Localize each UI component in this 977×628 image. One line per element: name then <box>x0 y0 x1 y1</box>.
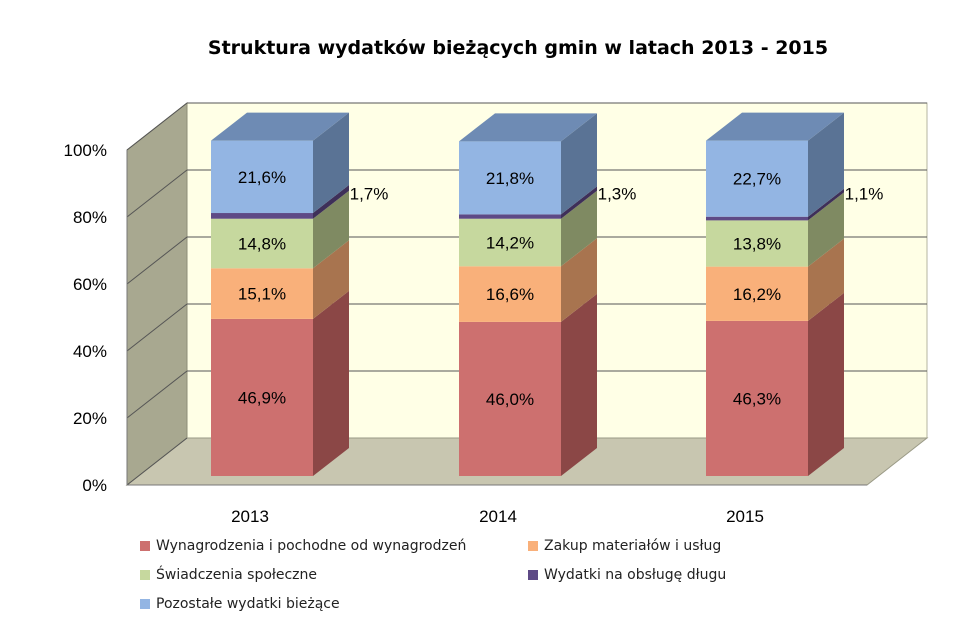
bar-segment <box>211 268 313 319</box>
legend-item: Pozostałe wydatki bieżące <box>140 596 340 612</box>
data-label: 21,6% <box>238 168 286 187</box>
legend-swatch <box>140 599 150 609</box>
bar-side <box>313 240 349 319</box>
legend-item: Zakup materiałów i usług <box>528 538 721 554</box>
gridline-side <box>126 303 188 352</box>
bar-segment <box>211 318 313 476</box>
bar-side <box>808 238 844 321</box>
bar-top <box>459 113 597 142</box>
bar-segment <box>706 140 808 217</box>
bar-segment <box>211 140 313 214</box>
bar-side <box>808 112 844 217</box>
data-label: 46,3% <box>733 389 781 408</box>
legend-label: Świadczenia społeczne <box>156 567 318 583</box>
gridline-side <box>126 102 188 151</box>
bar-segment <box>459 266 561 322</box>
x-tick-label: 2014 <box>479 507 517 526</box>
data-label: 14,2% <box>486 234 534 253</box>
bar-segment <box>211 213 313 219</box>
bar-segment <box>706 320 808 476</box>
data-label: 46,9% <box>238 388 286 407</box>
y-tick-label: 60% <box>73 275 107 294</box>
bar-segment <box>706 266 808 321</box>
y-tick-label: 40% <box>73 342 107 361</box>
bar-side <box>808 188 844 221</box>
bar-side <box>561 293 597 476</box>
legend-swatch <box>140 541 150 551</box>
gridline-side <box>126 236 188 285</box>
x-tick-label: 2013 <box>231 507 269 526</box>
bar-side <box>313 112 349 214</box>
legend-swatch <box>528 541 538 551</box>
bar-segment <box>706 216 808 221</box>
legend-item: Świadczenia społeczne <box>140 567 317 583</box>
bar-side <box>561 113 597 215</box>
bar-side <box>313 290 349 476</box>
bar-segment <box>459 141 561 215</box>
y-tick-label: 20% <box>73 409 107 428</box>
data-label: 1,1% <box>845 185 884 204</box>
bar-top <box>706 112 844 141</box>
bar-side <box>561 238 597 322</box>
bar-top <box>211 112 349 141</box>
bar-segment <box>706 220 808 267</box>
gridline-side <box>126 370 188 419</box>
y-tick-label: 0% <box>82 476 107 495</box>
gridline-side <box>126 437 188 486</box>
data-label: 22,7% <box>733 170 781 189</box>
bar-segment <box>459 214 561 219</box>
data-label: 1,7% <box>350 185 389 204</box>
bar-side <box>561 190 597 267</box>
bar-side <box>808 292 844 476</box>
data-label: 14,8% <box>238 235 286 254</box>
legend-label: Wydatki na obsługę długu <box>544 567 727 583</box>
legend-item: Wynagrodzenia i pochodne od wynagrodzeń <box>140 538 466 554</box>
gridline-side <box>126 169 188 218</box>
bar-side <box>561 186 597 219</box>
y-tick-label: 80% <box>73 208 107 227</box>
bar-segment <box>211 218 313 269</box>
data-label: 16,2% <box>733 285 781 304</box>
legend-label: Wynagrodzenia i pochodne od wynagrodzeń <box>156 538 467 554</box>
legend-swatch <box>528 570 538 580</box>
chart-title: Struktura wydatków bieżących gmin w lata… <box>208 37 828 59</box>
legend-label: Zakup materiałów i usług <box>544 538 722 554</box>
side-wall <box>126 101 188 487</box>
bar-side <box>313 185 349 219</box>
data-label: 21,8% <box>486 169 534 188</box>
bar-side <box>313 190 349 269</box>
plot-area: 0% 20% 40% 60% 80% 100% 46,9% 15,1% 14,8% 1,7% 21,… <box>64 101 929 526</box>
legend-item: Wydatki na obsługę długu <box>528 567 726 583</box>
bar-segment <box>459 321 561 476</box>
data-label: 1,3% <box>598 185 637 204</box>
bar-segment <box>459 218 561 267</box>
legend-swatch <box>140 570 150 580</box>
data-label: 16,6% <box>486 285 534 304</box>
data-label: 13,8% <box>733 235 781 254</box>
bar-side <box>808 192 844 267</box>
legend-label: Pozostałe wydatki bieżące <box>156 596 340 612</box>
y-tick-label: 100% <box>64 141 107 160</box>
data-label: 46,0% <box>486 390 534 409</box>
data-label: 15,1% <box>238 285 286 304</box>
x-tick-label: 2015 <box>726 507 764 526</box>
